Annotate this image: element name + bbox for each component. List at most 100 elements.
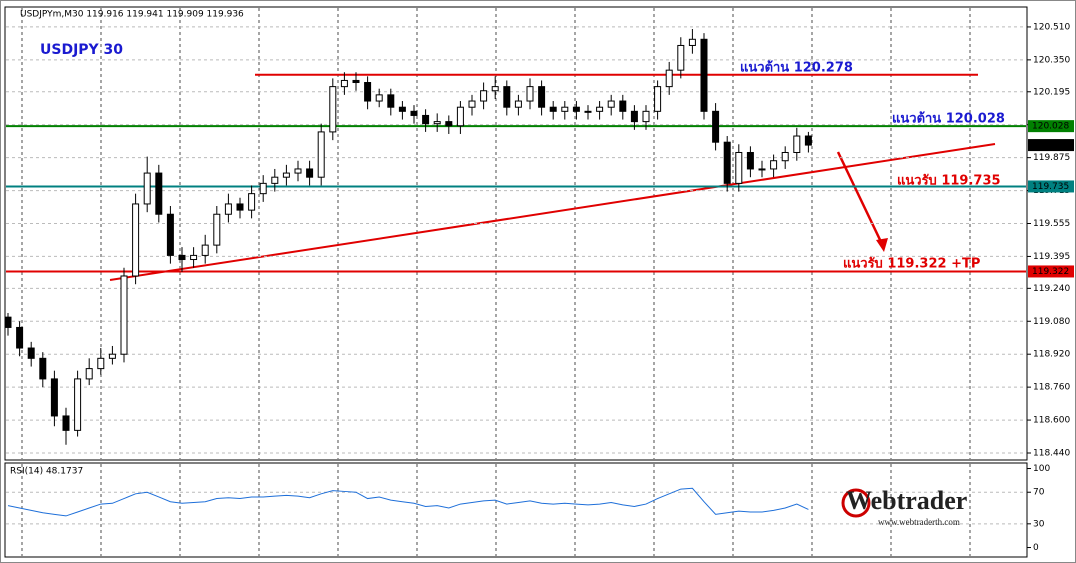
candle-body (456, 106, 464, 127)
arrow (836, 151, 884, 245)
candle-body (468, 100, 476, 108)
candle-body (97, 357, 105, 370)
annotation: แนวต้าน 120.278 (740, 60, 853, 76)
candle-body (39, 357, 47, 380)
candle-body (236, 203, 244, 211)
candle-body (688, 38, 696, 46)
candle-body (712, 110, 720, 143)
candle-body (538, 86, 546, 108)
candle-body (329, 86, 337, 133)
last-price-bg (1028, 139, 1074, 152)
candle-body (654, 86, 662, 112)
y-tick-label: 30 (1033, 519, 1045, 529)
logo: Webtrader www.webtraderth.com (841, 486, 967, 527)
chart-header: USDJPYm,M30 119.916 119.941 119.909 119.… (20, 10, 244, 20)
candle-body (804, 135, 812, 146)
candle-body (143, 172, 151, 205)
candle-body (422, 114, 430, 125)
candle-body (155, 172, 163, 215)
rsi-title: RSI(14) 48.1737 (10, 467, 83, 477)
candle-body (723, 141, 731, 184)
candle-body (514, 100, 522, 108)
price-tag-bg (1028, 180, 1074, 193)
candle-body (62, 415, 70, 431)
candle-body (213, 213, 221, 246)
candle-body (410, 110, 418, 116)
candle-body (27, 347, 35, 359)
y-tick-label: 120.510 (1033, 22, 1070, 32)
candle-body (282, 172, 290, 178)
arrow-head (876, 238, 888, 252)
y-tick-label: 70 (1033, 488, 1045, 498)
candle-body (607, 100, 615, 108)
price-tag-bg (1028, 265, 1074, 278)
candle-body (387, 94, 395, 108)
candle-body (619, 100, 627, 112)
candle-body (781, 151, 789, 162)
candle-body (561, 106, 569, 112)
y-tick-label: 120.350 (1033, 55, 1070, 65)
candle-body (306, 168, 314, 178)
y-tick-label: 118.920 (1033, 350, 1070, 360)
y-tick-label: 119.555 (1033, 219, 1070, 229)
price-tag-bg (1028, 120, 1074, 133)
y-tick-label: 119.080 (1033, 317, 1070, 327)
logo-icon (841, 488, 871, 518)
candle-body (491, 86, 499, 92)
y-tick-label: 120.195 (1033, 87, 1070, 97)
candle-body (584, 110, 592, 113)
candle-body (108, 353, 116, 359)
y-tick-label: 119.395 (1033, 252, 1070, 262)
candle-body (178, 254, 186, 261)
rsi-panel (4, 462, 1028, 558)
y-tick-label: 118.760 (1033, 383, 1070, 393)
candle-body (770, 160, 778, 170)
chart-title: USDJPY 30 (40, 42, 123, 58)
candle-body (201, 244, 209, 256)
last-price: 119.936 (1032, 141, 1069, 151)
candle-body (445, 121, 453, 127)
candle-body (16, 326, 24, 349)
candle-body (120, 275, 128, 355)
candle-body (224, 203, 232, 215)
y-tick-label: 100 (1033, 464, 1050, 474)
candle-body (340, 79, 348, 88)
candle-body (132, 203, 140, 277)
annotation: แนวรับ 119.322 +TP (843, 257, 980, 272)
price-tag: 119.735 (1032, 182, 1069, 192)
logo-text: Webtrader (846, 486, 967, 515)
candle-body (166, 213, 174, 256)
candle-body (549, 106, 557, 112)
candle-body (526, 86, 534, 102)
main-panel (4, 6, 1028, 461)
candle-body (248, 193, 256, 211)
candle-body (746, 151, 754, 170)
candle-body (50, 378, 58, 417)
rsi-line (7, 487, 809, 517)
candle-body (317, 131, 325, 178)
candle-body (375, 94, 383, 102)
price-tag: 120.028 (1032, 122, 1069, 132)
candle-body (85, 368, 93, 380)
candle-body (4, 316, 12, 328)
candle-body (503, 86, 511, 108)
annotation: แนวรับ 119.735 (897, 174, 1001, 189)
candle-body (758, 168, 766, 171)
candle-body (735, 151, 743, 184)
candle-body (259, 182, 267, 195)
candle-body (271, 176, 279, 184)
candle-body (630, 110, 638, 123)
candle-body (190, 254, 198, 261)
candle-body (480, 90, 488, 102)
candle-body (364, 82, 372, 102)
candle-body (596, 106, 604, 112)
logo-url: www.webtraderth.com (878, 517, 960, 527)
y-tick-label: 0 (1033, 543, 1039, 553)
candle-body (642, 110, 650, 123)
candle-body (294, 168, 302, 174)
candle-body (677, 44, 685, 71)
candle-body (398, 106, 406, 112)
candle-body (572, 106, 580, 112)
